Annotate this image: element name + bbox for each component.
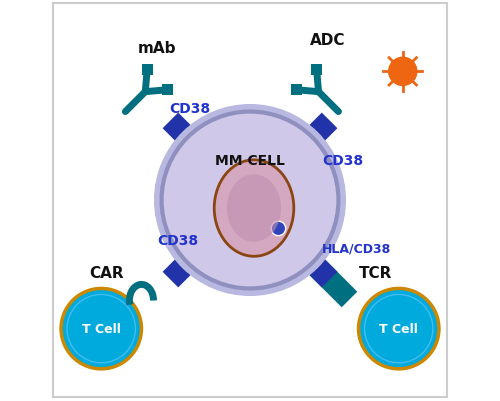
Text: mAb: mAb — [138, 41, 176, 56]
Text: HLA/CD38: HLA/CD38 — [322, 242, 392, 255]
Circle shape — [61, 289, 142, 369]
Circle shape — [388, 58, 417, 86]
Circle shape — [162, 112, 338, 289]
FancyBboxPatch shape — [290, 241, 358, 308]
FancyBboxPatch shape — [259, 210, 304, 254]
FancyBboxPatch shape — [162, 85, 173, 96]
Text: TCR: TCR — [358, 265, 392, 280]
Circle shape — [358, 289, 439, 369]
FancyBboxPatch shape — [162, 193, 258, 288]
FancyBboxPatch shape — [291, 85, 302, 96]
Text: CD38: CD38 — [322, 154, 364, 167]
Text: CD38: CD38 — [169, 101, 210, 115]
Text: MM CELL: MM CELL — [215, 154, 285, 167]
Text: T Cell: T Cell — [380, 322, 418, 335]
FancyBboxPatch shape — [142, 65, 153, 76]
Text: T Cell: T Cell — [82, 322, 120, 335]
Text: ADC: ADC — [310, 32, 346, 48]
Ellipse shape — [227, 175, 281, 242]
FancyBboxPatch shape — [242, 193, 338, 288]
Ellipse shape — [214, 160, 294, 257]
FancyBboxPatch shape — [53, 4, 447, 397]
Text: CAR: CAR — [89, 265, 124, 280]
Text: CD38: CD38 — [158, 234, 198, 247]
FancyBboxPatch shape — [311, 65, 322, 76]
FancyBboxPatch shape — [242, 113, 338, 208]
FancyBboxPatch shape — [162, 113, 258, 208]
Circle shape — [271, 222, 285, 236]
